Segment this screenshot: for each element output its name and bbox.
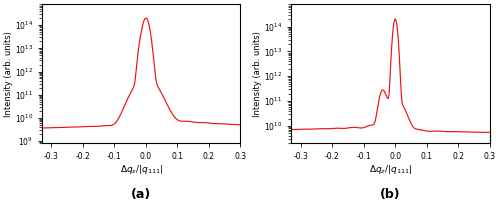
Y-axis label: Intensity (arb. units): Intensity (arb. units) [4,31,13,117]
Text: (b): (b) [380,188,401,201]
Text: (a): (a) [131,188,152,201]
X-axis label: $\Delta q_z/|q_{111}|$: $\Delta q_z/|q_{111}|$ [120,163,163,176]
Y-axis label: Intensity (arb. units): Intensity (arb. units) [254,31,262,117]
X-axis label: $\Delta q_z/|q_{111}|$: $\Delta q_z/|q_{111}|$ [369,163,412,176]
